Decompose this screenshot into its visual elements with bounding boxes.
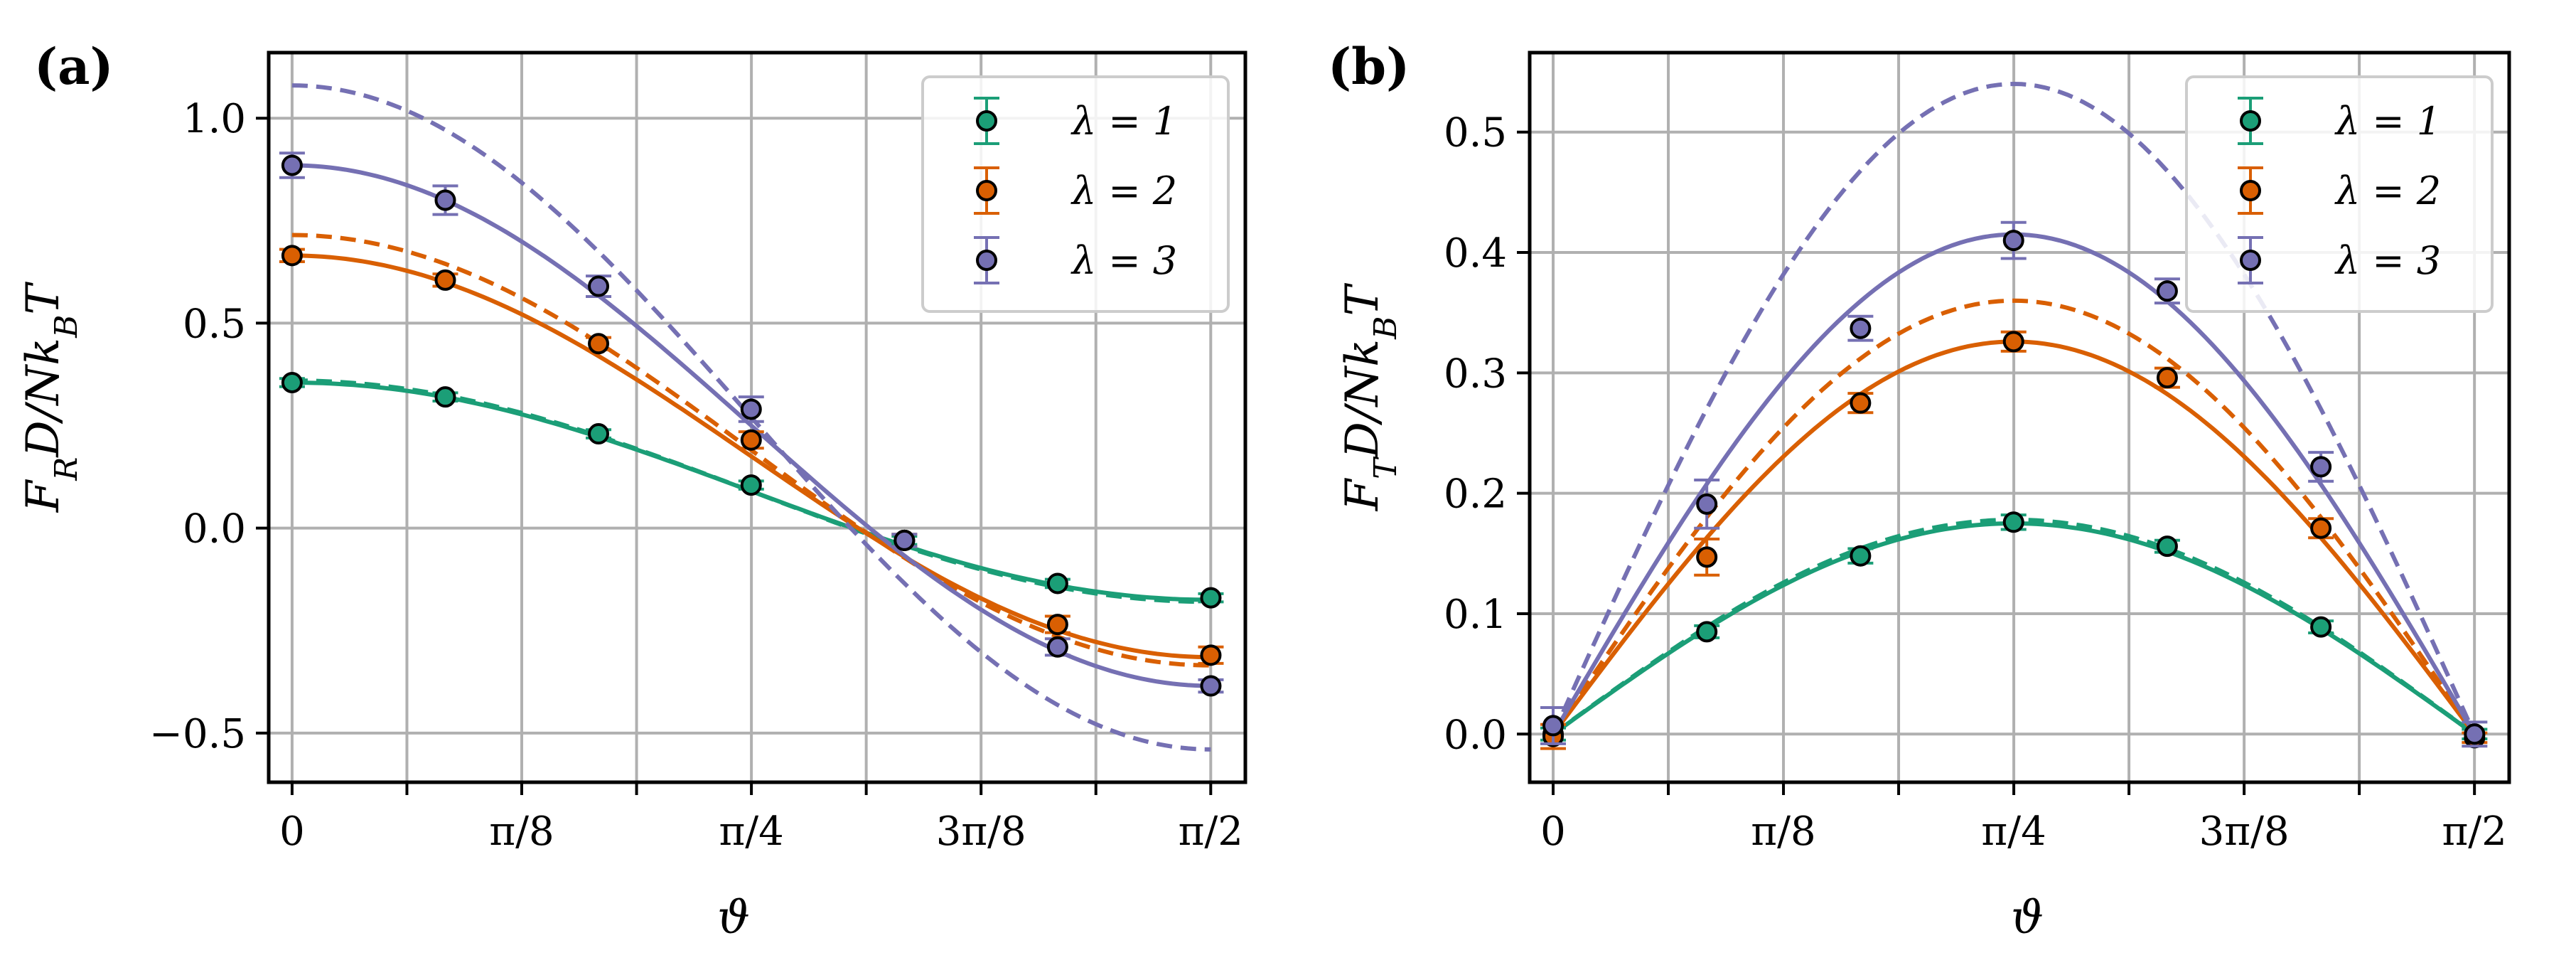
- ytick-label-a-1: 0.0: [183, 506, 246, 553]
- data-point-a-2-0: [279, 245, 305, 267]
- data-point-a-3-0: [279, 151, 305, 179]
- panel-a: 0 π/8 π/4 3π/8 π/2−0.50.00.51.0 λ = 1λ = 2λ …: [17, 37, 1247, 944]
- data-point-a-1-6: [1198, 587, 1224, 609]
- xlabel-a: ϑ: [717, 892, 750, 944]
- data-point-a-2-2: [586, 333, 612, 355]
- xtick-label-a-1: π/8: [489, 809, 554, 855]
- data-point-a-1-0: [279, 372, 305, 394]
- xtick-label-b-4: π/2: [2442, 809, 2506, 855]
- legend-label-a-3: λ = 3: [1070, 238, 1177, 283]
- data-point-b-1-5: [2308, 616, 2334, 638]
- data-point-b-2-5: [2308, 517, 2334, 540]
- ytick-label-b-2: 0.2: [1444, 471, 1507, 518]
- data-point-b-1-2: [1847, 545, 1874, 567]
- panel-label-b: (b): [1328, 37, 1410, 96]
- data-point-b-3-2: [1847, 314, 1874, 342]
- ytick-label-b-0: 0.0: [1444, 712, 1507, 758]
- legend-box-b: [2185, 75, 2494, 313]
- xtick-label-a-0: 0: [279, 809, 305, 855]
- data-point-a-2-1: [432, 269, 458, 291]
- legend-label-b-1: λ = 1: [2334, 99, 2441, 144]
- ytick-label-a-0: −0.5: [149, 711, 246, 757]
- legend-entry-a-2: λ = 2: [974, 166, 1177, 215]
- data-point-b-3-0: [1540, 706, 1567, 745]
- data-point-a-2-5: [1044, 614, 1070, 636]
- legend-label-b-2: λ = 2: [2334, 169, 2441, 213]
- panel-b: 0 π/8 π/4 3π/8 π/20.00.10.20.30.40.5 λ = 1λ …: [1328, 37, 2511, 944]
- data-point-b-1-3: [2000, 511, 2027, 533]
- axes-frame-b: [1528, 50, 2511, 784]
- data-point-b-2-3: [2000, 330, 2027, 353]
- data-point-b-3-4: [2154, 277, 2180, 305]
- xtick-label-a-2: π/4: [719, 809, 783, 855]
- data-point-a-3-2: [586, 274, 612, 298]
- ylabel-b: FTD/NkBT: [1336, 282, 1404, 511]
- xtick-label-b-1: π/8: [1751, 809, 1815, 855]
- legend-label-b-3: λ = 3: [2334, 238, 2441, 283]
- xtick-label-b-2: π/4: [1981, 809, 2046, 855]
- xtick-label-b-3: 3π/8: [2199, 809, 2290, 855]
- ytick-label-a-3: 1.0: [183, 96, 246, 142]
- data-point-b-3-5: [2308, 451, 2334, 483]
- legend-entry-a-3: λ = 3: [974, 236, 1177, 284]
- axes-frame-a: [267, 50, 1247, 784]
- data-point-b-1-1: [1694, 621, 1720, 643]
- data-point-a-1-3: [738, 474, 764, 496]
- xtick-label-a-4: π/2: [1179, 809, 1243, 855]
- data-point-b-1-4: [2154, 535, 2180, 558]
- data-point-a-1-2: [586, 423, 612, 445]
- ytick-label-b-3: 0.3: [1444, 351, 1507, 397]
- legend-a: λ = 1 λ = 2 λ = 3: [921, 75, 1230, 313]
- legend-b: λ = 1 λ = 2 λ = 3: [2185, 75, 2494, 313]
- data-point-a-2-6: [1198, 644, 1224, 666]
- data-point-b-3-6: [2462, 720, 2488, 748]
- legend-box-a: [921, 75, 1230, 313]
- data-point-a-3-6: [1198, 675, 1224, 697]
- data-point-a-3-5: [1044, 636, 1070, 658]
- xtick-label-a-3: 3π/8: [936, 809, 1026, 855]
- ytick-label-b-5: 0.5: [1444, 110, 1507, 156]
- axes-b: 0 π/8 π/4 3π/8 π/2 0.0 0.1 0.2 0.3 0.4 0.5: [1444, 50, 2511, 855]
- ytick-label-a-2: 0.5: [183, 301, 246, 347]
- data-point-b-3-1: [1694, 479, 1720, 530]
- axes-a: 0 π/8 π/4 3π/8 π/2 −0.5 0.0 0.5 1.0: [149, 50, 1247, 855]
- data-point-b-2-1: [1694, 538, 1720, 577]
- data-point-b-2-4: [2154, 366, 2180, 389]
- data-point-a-3-1: [432, 184, 458, 216]
- xlabel-b: ϑ: [2011, 892, 2044, 944]
- data-point-a-3-3: [738, 395, 764, 423]
- points-b: [1540, 220, 2488, 750]
- legend-label-a-1: λ = 1: [1070, 99, 1177, 144]
- legend-entry-a-1: λ = 1: [974, 97, 1177, 145]
- data-point-a-1-1: [432, 386, 458, 408]
- legend-entry-b-3: λ = 3: [2238, 236, 2441, 284]
- legend-entry-b-2: λ = 2: [2238, 166, 2441, 215]
- xtick-label-b-0: 0: [1540, 809, 1566, 855]
- data-point-a-1-5: [1044, 572, 1070, 595]
- ytick-label-b-1: 0.1: [1444, 592, 1507, 638]
- points-a: [279, 151, 1224, 697]
- legend-label-a-2: λ = 2: [1070, 169, 1177, 213]
- ytick-label-b-4: 0.4: [1444, 230, 1507, 277]
- data-point-b-2-2: [1847, 392, 1874, 415]
- data-point-b-3-3: [2000, 220, 2027, 260]
- data-point-a-2-3: [738, 429, 764, 451]
- ylabel-a: FRD/NkBT: [17, 282, 85, 513]
- theory-curve-b-3: [1551, 81, 2476, 735]
- data-point-a-3-4: [891, 529, 918, 551]
- legend-entry-b-1: λ = 1: [2238, 97, 2441, 145]
- panel-label-a: (a): [34, 37, 114, 96]
